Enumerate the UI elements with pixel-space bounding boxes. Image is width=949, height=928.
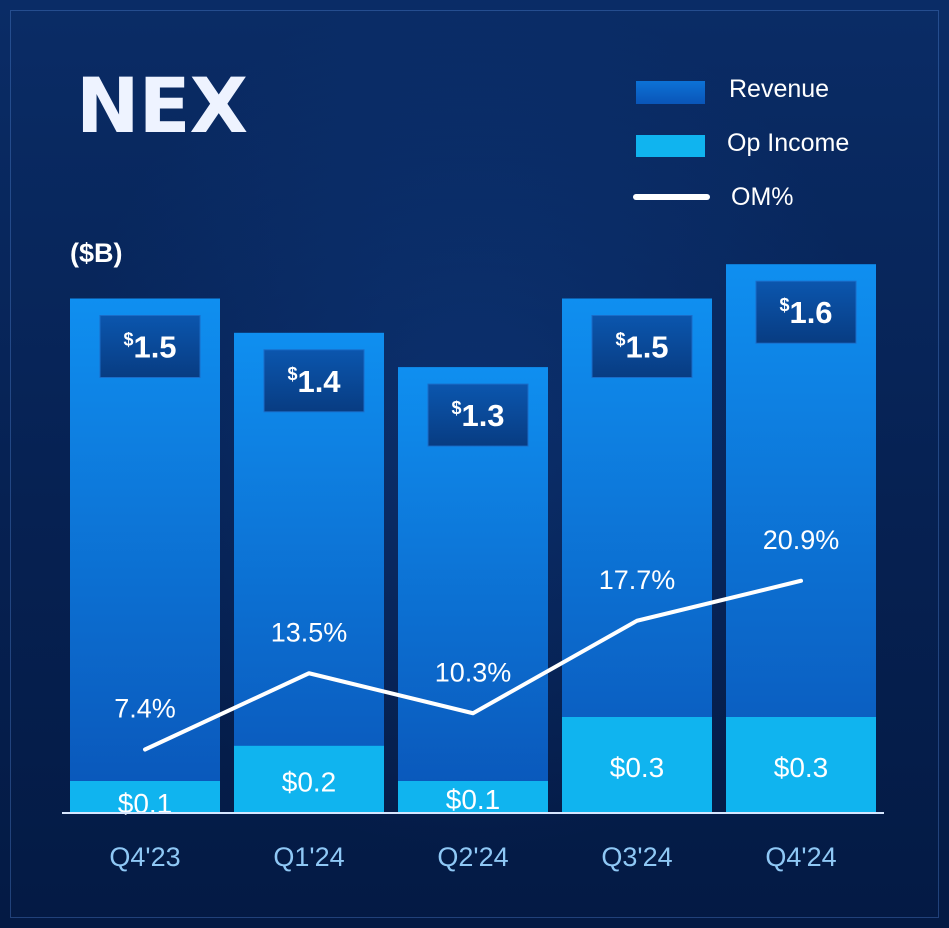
revenue-value-label: $1.3	[451, 398, 504, 433]
x-tick-label: Q4'24	[765, 842, 836, 872]
legend-op-income-swatch	[636, 135, 705, 157]
chart-title: NEX	[76, 61, 248, 150]
op-income-bar	[234, 745, 384, 813]
om-percent-label: 10.3%	[435, 657, 512, 687]
legend-op-income-label: Op Income	[727, 129, 849, 157]
op-income-value-label: $0.1	[446, 784, 501, 815]
revenue-label-box	[755, 280, 857, 344]
op-income-bar	[70, 781, 220, 813]
revenue-value-label: $1.5	[123, 330, 176, 365]
legend-om-label: OM%	[731, 183, 794, 211]
op-income-value-label: $0.3	[774, 752, 829, 783]
revenue-value-label: $1.5	[615, 330, 668, 365]
unit-label: ($B)	[70, 238, 123, 268]
op-income-value-label: $0.1	[118, 788, 173, 819]
op-income-bar	[726, 717, 876, 813]
bars-group: $1.5 $0.1 $1.4 $0.2 $1.3 $0.1 $1.5 $0.3 $1.6 $0.3	[70, 264, 876, 819]
revenue-label-box	[263, 349, 365, 413]
op-income-bar	[562, 717, 712, 813]
om-line-group: 7.4% 13.5% 10.3% 17.7% 20.9%	[114, 525, 840, 752]
op-income-value-label: $0.2	[282, 766, 337, 797]
x-axis-ticks: Q4'23 Q1'24 Q2'24 Q3'24 Q4'24	[109, 842, 836, 872]
op-income-value-label: $0.3	[610, 752, 665, 783]
x-tick-label: Q2'24	[437, 842, 508, 872]
legend-revenue-label: Revenue	[729, 75, 829, 103]
revenue-label-box	[591, 315, 693, 378]
revenue-bar	[234, 332, 384, 813]
om-percent-label: 7.4%	[114, 694, 176, 724]
x-tick-label: Q3'24	[601, 842, 672, 872]
revenue-value-label: $1.4	[287, 364, 341, 399]
x-tick-label: Q4'23	[109, 842, 180, 872]
revenue-label-box	[427, 383, 529, 447]
op-income-bar	[398, 781, 548, 813]
x-tick-label: Q1'24	[273, 842, 344, 872]
om-percent-label: 13.5%	[271, 617, 348, 647]
om-percent-label: 17.7%	[599, 565, 676, 595]
legend: Revenue Op Income OM%	[633, 75, 849, 211]
legend-revenue-swatch	[636, 81, 705, 104]
om-percent-label: 20.9%	[763, 525, 840, 555]
revenue-value-label: $1.6	[779, 295, 832, 330]
revenue-label-box	[99, 315, 201, 378]
slide-frame	[10, 10, 939, 918]
om-line	[143, 578, 803, 752]
